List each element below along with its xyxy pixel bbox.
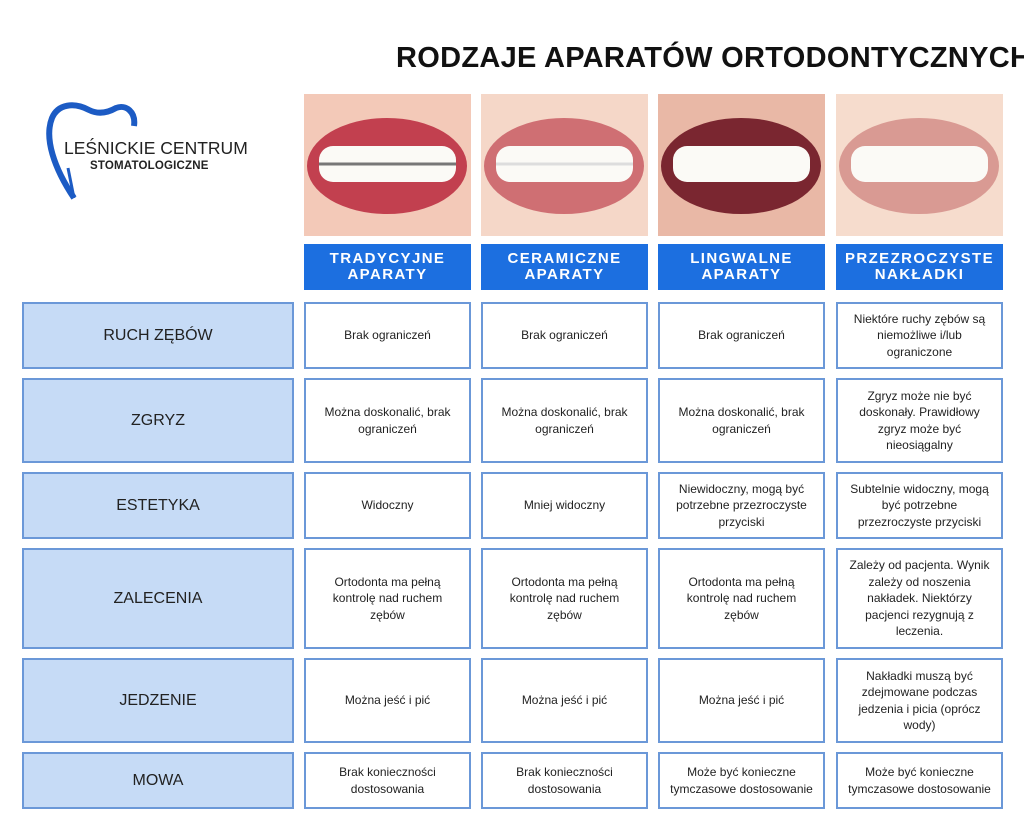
table-cell: Zgryz może nie być doskonały. Prawidłowy… <box>836 378 1003 463</box>
tooth-logo-icon <box>46 102 138 200</box>
table-cell: Niewidoczny, mogą być potrzebne przezroc… <box>658 472 825 539</box>
table-cell: Ortodonta ma pełną kontrolę nad ruchem z… <box>658 548 825 649</box>
table-cell: Zależy od pacjenta. Wynik zależy od nosz… <box>836 548 1003 649</box>
table-cell: Brak ograniczeń <box>304 302 471 369</box>
table-cell: Mniej widoczny <box>481 472 648 539</box>
logo-line2: STOMATOLOGICZNE <box>90 160 209 172</box>
traditional-braces-photo <box>304 94 471 236</box>
table-cell: Brak ograniczeń <box>658 302 825 369</box>
table-cell: Można doskonalić, brak ograniczeń <box>658 378 825 463</box>
ceramic-braces-photo <box>481 94 648 236</box>
table-cell: Brak konieczności dostosowania <box>304 752 471 809</box>
table-cell: Można jeść i pić <box>658 658 825 743</box>
table-cell: Ortodonta ma pełną kontrolę nad ruchem z… <box>304 548 471 649</box>
lingual-braces-photo <box>658 94 825 236</box>
table-cell: Można jeść i pić <box>481 658 648 743</box>
column-header: CERAMICZNE APARATY <box>481 244 648 290</box>
column-header: TRADYCYJNE APARATY <box>304 244 471 290</box>
column-header: LINGWALNE APARATY <box>658 244 825 290</box>
table-cell: Można jeść i pić <box>304 658 471 743</box>
table-cell: Może być konieczne tymczasowe dostosowan… <box>658 752 825 809</box>
table-cell: Brak konieczności dostosowania <box>481 752 648 809</box>
logo: LEŚNICKIE CENTRUM STOMATOLOGICZNE <box>44 98 284 208</box>
row-label: RUCH ZĘBÓW <box>22 302 294 369</box>
table-cell: Można doskonalić, brak ograniczeń <box>481 378 648 463</box>
column-header: PRZEZROCZYSTE NAKŁADKI <box>836 244 1003 290</box>
table-cell: Nakładki muszą być zdejmowane podczas je… <box>836 658 1003 743</box>
row-label: ZALECENIA <box>22 548 294 649</box>
row-label: JEDZENIE <box>22 658 294 743</box>
table-cell: Może być konieczne tymczasowe dostosowan… <box>836 752 1003 809</box>
table-cell: Niektóre ruchy zębów są niemożliwe i/lub… <box>836 302 1003 369</box>
table-cell: Brak ograniczeń <box>481 302 648 369</box>
logo-line1: LEŚNICKIE CENTRUM <box>64 138 248 158</box>
table-cell: Subtelnie widoczny, mogą być potrzebne p… <box>836 472 1003 539</box>
row-label: ESTETYKA <box>22 472 294 539</box>
table-cell: Można doskonalić, brak ograniczeń <box>304 378 471 463</box>
row-label: MOWA <box>22 752 294 809</box>
table-cell: Widoczny <box>304 472 471 539</box>
table-cell: Ortodonta ma pełną kontrolę nad ruchem z… <box>481 548 648 649</box>
page-title: RODZAJE APARATÓW ORTODONTYCZNYCH <box>396 42 1024 74</box>
row-label: ZGRYZ <box>22 378 294 463</box>
clear-aligners-photo <box>836 94 1003 236</box>
